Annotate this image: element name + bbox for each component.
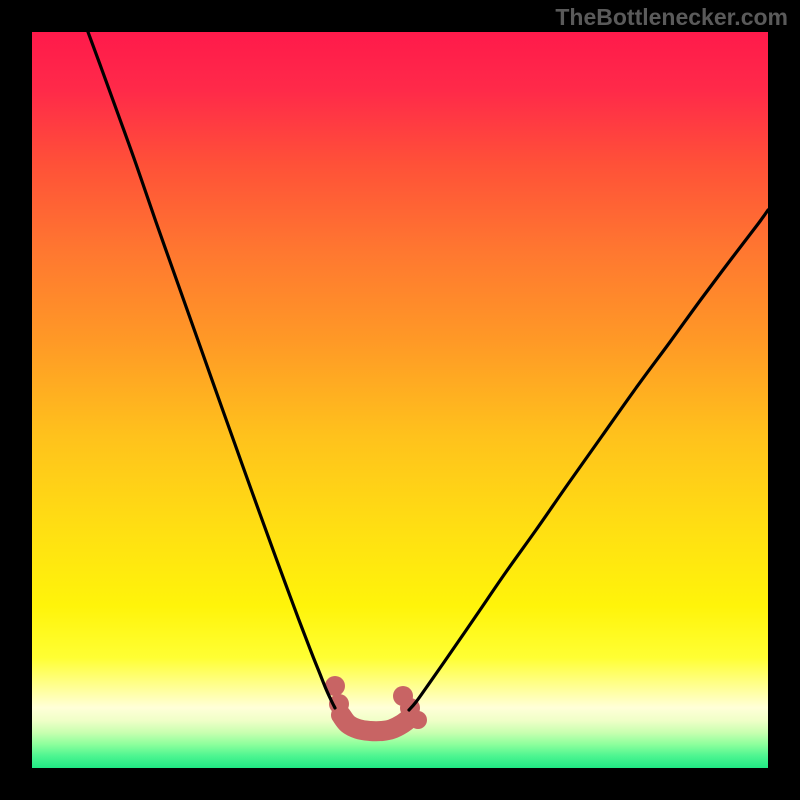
watermark-text: TheBottlenecker.com [555,4,788,31]
curve-layer [32,32,768,768]
right-curve [409,210,768,710]
left-curve [88,32,335,708]
outer-frame: TheBottlenecker.com [0,0,800,800]
plot-area [32,32,768,768]
valley-dot-1 [329,694,349,714]
valley-dot-3 [400,698,420,718]
valley-dot-2 [393,686,413,706]
valley-dot-4 [409,711,427,729]
valley-flat-marker [341,715,410,731]
valley-dot-0 [325,676,345,696]
